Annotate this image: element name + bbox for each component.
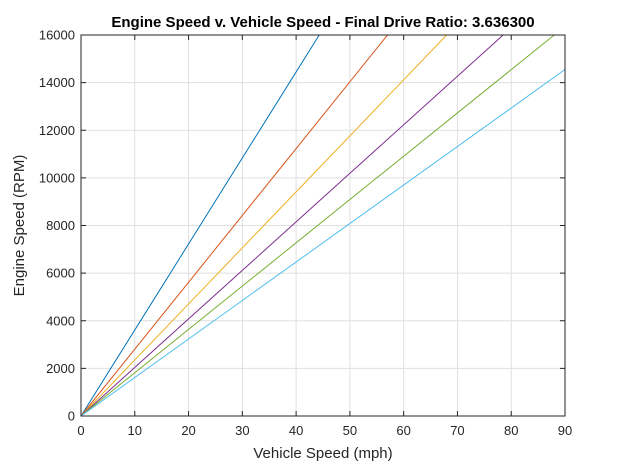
x-tick-label: 90 [558, 423, 572, 438]
series-line-3 [80, 34, 448, 417]
y-axis-title: Engine Speed (RPM) [11, 155, 28, 297]
series-group [80, 34, 566, 417]
x-tick-label: 50 [343, 423, 357, 438]
y-tick-label: 4000 [46, 313, 75, 328]
y-tick-label: 8000 [46, 218, 75, 233]
y-tick-label: 2000 [46, 361, 75, 376]
ticks-group: 0 10 20 30 40 50 60 70 80 90 0 2000 4000 6000 8000 1000… [39, 28, 572, 439]
x-tick-label: 20 [181, 423, 195, 438]
chart-title: Engine Speed v. Vehicle Speed - Final Dr… [111, 14, 534, 31]
y-tick-label: 14000 [39, 75, 75, 90]
grid [81, 35, 565, 416]
y-tick-label: 6000 [46, 266, 75, 281]
x-tick-label: 10 [128, 423, 142, 438]
x-tick-label: 60 [396, 423, 410, 438]
x-axis-title: Vehicle Speed (mph) [253, 445, 392, 462]
series-line-6 [80, 69, 566, 417]
series-line-4 [80, 34, 504, 417]
y-tick-label: 12000 [39, 123, 75, 138]
series-line-1 [80, 34, 320, 417]
x-tick-label: 0 [77, 423, 84, 438]
series-line-5 [80, 34, 555, 417]
series-line-2 [80, 34, 388, 417]
y-tick-label: 16000 [39, 28, 75, 43]
x-tick-label: 70 [450, 423, 464, 438]
x-tick-label: 40 [289, 423, 303, 438]
x-tick-label: 30 [235, 423, 249, 438]
y-tick-label: 0 [68, 409, 75, 424]
y-tick-label: 10000 [39, 170, 75, 185]
x-tick-label: 80 [504, 423, 518, 438]
